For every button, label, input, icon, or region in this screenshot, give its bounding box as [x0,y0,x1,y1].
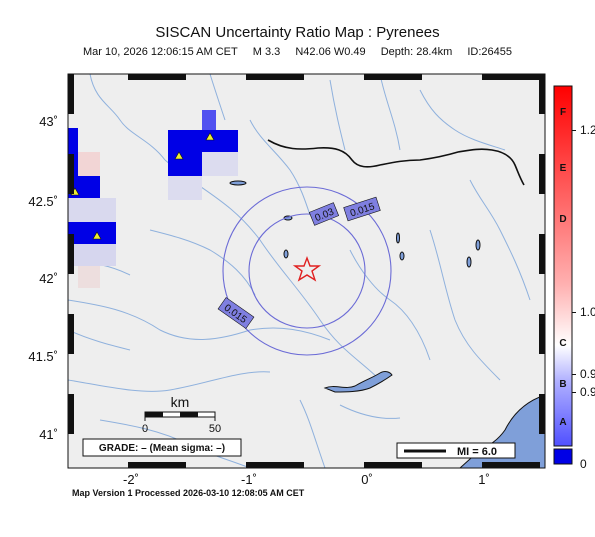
grade-box: GRADE: – (Mean sigma: –) [82,438,242,457]
scale-unit: km [171,394,190,410]
uncertainty-contours [222,186,392,356]
x-axis-labels: -2˚ -1˚ 0˚ 1˚ [123,472,490,487]
rivers [68,74,531,468]
grade-text: GRADE: – (Mean sigma: –) [99,443,225,454]
colorbar-letter: E [560,163,567,174]
colorbar-value: 1.0 [580,305,595,319]
scale-label-start: 0 [142,423,148,435]
event-info-line: Mar 10, 2026 12:06:15 AM CET M 3.3 N42.0… [0,46,595,59]
event-datetime: Mar 10, 2026 12:06:15 AM CET [83,46,238,58]
colorbar-value: 1.2 [580,123,595,137]
colorbar-value: 0 [580,457,587,471]
event-id: ID:26455 [467,46,512,58]
x-tick-label: -1˚ [241,472,257,487]
x-tick-label: 1˚ [478,472,490,487]
event-magnitude: M 3.3 [252,46,281,58]
event-depth: Depth: 28.4km [380,46,453,58]
colorbar-letter: F [560,107,566,118]
colorbar: F E D C B A 1.2 1.0 0.9 0.9 0 [553,85,595,471]
epicenter-star [292,256,322,282]
x-tick-label: 0˚ [361,472,373,487]
ratio-grid-cells [68,110,238,288]
colorbar-value: 0.9 [580,385,595,399]
y-tick-label: 42.5˚ [28,194,58,209]
frame-ticks [68,74,545,468]
mi-text: MI = 6.0 [457,446,497,458]
colorbar-letter: C [559,338,566,349]
y-tick-label: 42˚ [39,271,58,286]
event-location: N42.06 W0.49 [295,46,366,58]
national-border [267,139,525,186]
colorbar-letter: D [559,214,566,225]
y-axis-labels: 43˚ 42.5˚ 42˚ 41.5˚ 41˚ [28,114,58,442]
colorbar-letter: B [559,379,566,390]
y-tick-label: 43˚ [39,114,58,129]
y-tick-label: 41˚ [39,427,58,442]
colorbar-bottom-swatch [553,448,573,465]
lakes [229,180,481,393]
map-title: SISCAN Uncertainty Ratio Map : Pyrenees [155,24,440,41]
land-area [68,74,545,468]
colorbar-ticks [572,130,576,393]
y-tick-label: 41.5˚ [28,349,58,364]
x-tick-label: -2˚ [123,472,139,487]
colorbar-letter: A [559,417,566,428]
colorbar-gradient [553,85,573,447]
colorbar-value: 0.9 [580,367,595,381]
scale-bar: km 0 50 [142,394,221,435]
scale-label-end: 50 [209,423,221,435]
mi-box: MI = 6.0 [396,442,516,459]
processing-note: Map Version 1 Processed 2026-03-10 12:08… [72,488,305,498]
